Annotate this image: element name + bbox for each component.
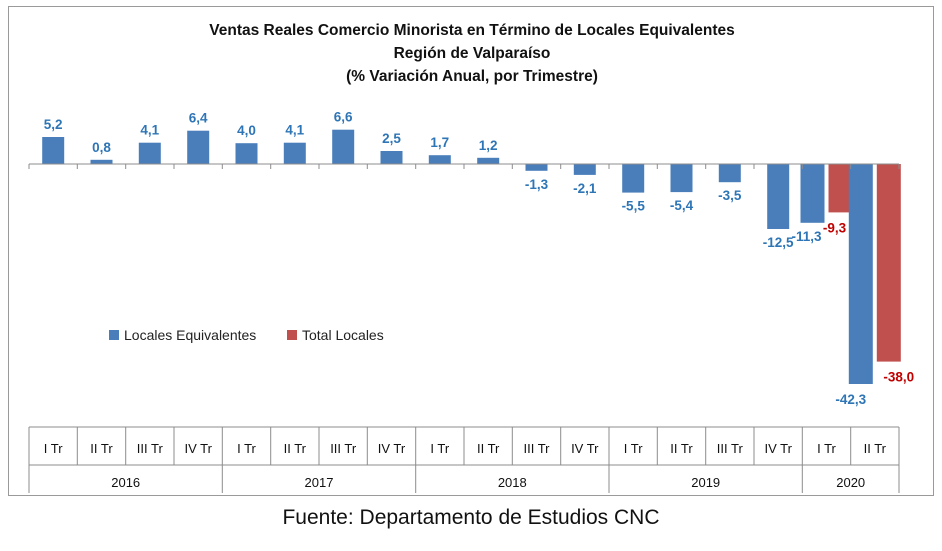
- data-label-locales-equivalentes-6: 6,6: [334, 110, 353, 125]
- category-tick-label-10: III Tr: [524, 441, 551, 456]
- category-tick-label-1: II Tr: [90, 441, 113, 456]
- data-label-locales-equivalentes-1: 0,8: [92, 140, 111, 155]
- category-tick-label-6: III Tr: [330, 441, 357, 456]
- bar-locales-equivalentes-0: [42, 137, 65, 164]
- data-label-locales-equivalentes-4: 4,0: [237, 123, 256, 138]
- bars-layer: [42, 129, 901, 384]
- category-tick-label-16: I Tr: [817, 441, 836, 456]
- category-tick-label-14: III Tr: [717, 441, 744, 456]
- year-label-2016: 2016: [111, 475, 140, 490]
- data-label-locales-equivalentes-0: 5,2: [44, 117, 63, 132]
- data-label-locales-equivalentes-17: -42,3: [835, 392, 866, 407]
- year-label-2020: 2020: [836, 475, 865, 490]
- data-label-locales-equivalentes-5: 4,1: [285, 123, 304, 138]
- bar-locales-equivalentes-17: [848, 164, 873, 384]
- bar-locales-equivalentes-14: [718, 164, 741, 183]
- bar-total-locales-16: [828, 164, 853, 213]
- chart-frame: Ventas Reales Comercio Minorista en Térm…: [8, 6, 934, 496]
- data-label-locales-equivalentes-7: 2,5: [382, 131, 401, 146]
- legend-label-locales-equivalentes: Locales Equivalentes: [124, 327, 256, 343]
- category-tick-label-9: II Tr: [477, 441, 500, 456]
- category-tick-label-17: II Tr: [864, 441, 887, 456]
- bar-locales-equivalentes-15: [767, 164, 790, 229]
- data-label-total-locales-17: -38,0: [883, 370, 914, 385]
- bar-locales-equivalentes-13: [670, 164, 693, 193]
- chart-title-line-2: Región de Valparaíso: [394, 45, 551, 62]
- category-tick-label-5: II Tr: [284, 441, 307, 456]
- bar-locales-equivalentes-9: [477, 157, 500, 164]
- data-label-locales-equivalentes-16: -11,3: [791, 229, 822, 244]
- data-label-total-locales-16: -9,3: [823, 220, 847, 235]
- data-label-locales-equivalentes-12: -5,5: [622, 199, 646, 214]
- category-tick-label-4: I Tr: [237, 441, 256, 456]
- category-tick-label-2: III Tr: [137, 441, 164, 456]
- bar-locales-equivalentes-16: [800, 164, 825, 223]
- bar-locales-equivalentes-2: [138, 142, 161, 164]
- chart-title-line-3: (% Variación Anual, por Trimestre): [346, 68, 598, 85]
- bar-locales-equivalentes-6: [332, 129, 355, 164]
- chart-svg: Ventas Reales Comercio Minorista en Térm…: [28, 22, 914, 493]
- category-tick-label-7: IV Tr: [378, 441, 406, 456]
- bar-total-locales-17: [876, 164, 901, 362]
- data-label-locales-equivalentes-9: 1,2: [479, 138, 498, 153]
- bar-locales-equivalentes-12: [622, 164, 645, 193]
- category-tick-label-15: IV Tr: [764, 441, 792, 456]
- data-labels-layer: 5,2 0,8 4,1 6,4 4,0 4,1 6,6 2,5 1,7 1,2 -1,3 -2,1 -5…: [44, 110, 914, 407]
- data-label-locales-equivalentes-14: -3,5: [718, 188, 742, 203]
- bar-locales-equivalentes-8: [428, 155, 451, 164]
- category-tick-label-3: IV Tr: [184, 441, 212, 456]
- data-label-locales-equivalentes-13: -5,4: [670, 198, 694, 213]
- year-label-2018: 2018: [498, 475, 527, 490]
- category-tick-label-11: IV Tr: [571, 441, 599, 456]
- bar-locales-equivalentes-11: [573, 164, 596, 175]
- data-label-locales-equivalentes-10: -1,3: [525, 177, 549, 192]
- bar-locales-equivalentes-4: [235, 143, 258, 164]
- bar-locales-equivalentes-1: [90, 159, 113, 164]
- legend-swatch-locales-equivalentes: [109, 330, 119, 340]
- axis-layer: I Tr II Tr III Tr IV Tr I Tr II Tr III Tr IV Tr…: [28, 163, 900, 493]
- legend: Locales Equivalentes Total Locales: [109, 327, 384, 343]
- bar-locales-equivalentes-10: [525, 164, 548, 171]
- category-tick-label-8: I Tr: [430, 441, 449, 456]
- chart-title-line-1: Ventas Reales Comercio Minorista en Térm…: [209, 22, 734, 39]
- bar-locales-equivalentes-7: [380, 151, 403, 164]
- year-label-2017: 2017: [305, 475, 334, 490]
- data-label-locales-equivalentes-3: 6,4: [189, 111, 208, 126]
- data-label-locales-equivalentes-15: -12,5: [763, 235, 794, 250]
- bar-locales-equivalentes-3: [187, 130, 210, 164]
- data-label-locales-equivalentes-2: 4,1: [140, 123, 159, 138]
- category-tick-label-12: I Tr: [624, 441, 643, 456]
- category-tick-label-0: I Tr: [44, 441, 63, 456]
- legend-swatch-total-locales: [287, 330, 297, 340]
- data-label-locales-equivalentes-8: 1,7: [430, 135, 449, 150]
- bar-locales-equivalentes-5: [283, 142, 306, 164]
- source-note: Fuente: Departamento de Estudios CNC: [282, 506, 660, 529]
- category-tick-label-13: II Tr: [670, 441, 693, 456]
- year-label-2019: 2019: [691, 475, 720, 490]
- data-label-locales-equivalentes-11: -2,1: [573, 181, 597, 196]
- legend-label-total-locales: Total Locales: [302, 327, 384, 343]
